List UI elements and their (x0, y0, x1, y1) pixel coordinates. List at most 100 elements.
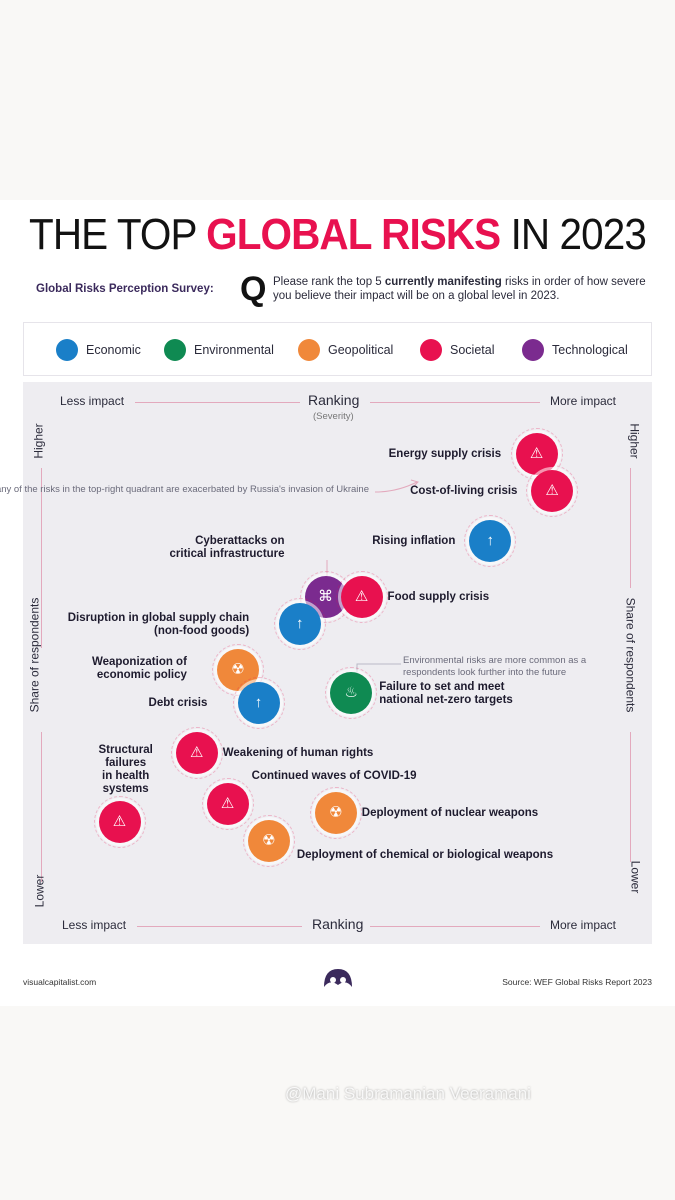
scatter-point: ↑ (464, 515, 517, 568)
risk-icon: ♨ (344, 684, 358, 702)
scatter-point-label: Cost-of-living crisis (410, 485, 517, 498)
scatter-point-label: Failure to set and meet national net-zero… (379, 681, 513, 707)
scatter-point-label-line: Weaponization of (91, 656, 187, 669)
x-axis-line-bottom-left (137, 926, 302, 927)
scatter-point-label-line: Continued waves of COVID-19 (251, 770, 417, 783)
legend-label: Societal (450, 343, 495, 357)
scatter-point-label-line: national net-zero targets (379, 694, 513, 707)
scatter-point-label-line: Failure to set and meet (379, 681, 505, 694)
y-axis-line-right-top (630, 468, 631, 588)
annotation-russia: Many of the risks in the top-right quadr… (0, 484, 369, 495)
scatter-point-label-line: Weakening of human rights (222, 747, 374, 760)
scatter-point: ⚠ (510, 427, 563, 480)
scatter-point-label-line: Food supply crisis (387, 590, 490, 603)
scatter-point-label-line: critical infrastructure (169, 547, 285, 560)
y-axis-low-label-right: Lower (628, 860, 643, 894)
scatter-point: ☢ (242, 814, 295, 867)
scatter-point: ⚠ (201, 778, 254, 831)
chart-panel: Less impact Ranking (Severity) More impa… (0, 382, 652, 1103)
y-axis-low-label-left: Lower (32, 874, 47, 908)
legend-item-economic: Economic (56, 339, 141, 361)
y-axis-line-right-bottom (630, 732, 631, 862)
scatter-point: ↑ (273, 598, 326, 651)
risk-icon: ⚠ (545, 481, 559, 499)
risk-icon: ☢ (262, 831, 276, 849)
legend-dot-environmental (164, 339, 186, 361)
scatter-point: ⚠ (170, 727, 223, 780)
scatter-point-label: Energy supply crisis (389, 448, 502, 461)
legend-item-geopolitical: Geopolitical (298, 339, 393, 361)
scatter-point-label-line: systems (102, 783, 149, 796)
scatter-point-label-line: Energy supply crisis (388, 447, 502, 460)
legend-label: Technological (552, 343, 628, 357)
scatter-point-label-line: Cost-of-living crisis (410, 484, 518, 497)
question-mark: Q (240, 270, 267, 308)
legend-item-technological: Technological (522, 339, 628, 361)
risk-icon: ⚠ (112, 813, 127, 831)
scatter-point-label-line: Debt crisis (148, 696, 208, 709)
legend-dot-societal (420, 339, 442, 361)
page-title: THE TOP GLOBAL RISKS IN 2023 (29, 210, 647, 259)
risk-icon: ☢ (329, 804, 343, 822)
scatter-point: ↑ (232, 676, 285, 729)
y-axis-line-left-bottom (41, 732, 42, 882)
y-axis-title-right: Share of respondents (623, 597, 638, 713)
scatter-point-label-line: (non-food goods) (154, 625, 250, 638)
x-axis-line-bottom-right (370, 926, 540, 927)
x-axis-left-label-bottom: Less impact (62, 918, 127, 932)
infographic-card: THE TOP GLOBAL RISKS IN 2023 Global Risk… (0, 200, 675, 1103)
scatter-point-label: Structural failures in health systems (99, 744, 153, 796)
legend-dot-geopolitical (298, 339, 320, 361)
legend-item-environmental: Environmental (164, 339, 274, 361)
scatter-point: ⚠ (526, 464, 579, 517)
x-axis-title-top: Ranking (308, 392, 360, 408)
source-credit: Source: WEF Global Risks Report 2023 (502, 977, 652, 987)
scatter-point-label: Disruption in global supply chain (non-fo… (68, 612, 249, 638)
scatter-point-label: Continued waves of COVID-19 (252, 770, 417, 783)
risk-icon: ⚠ (354, 587, 369, 605)
y-axis-high-label-right: Higher (627, 423, 642, 459)
scatter-point-label-line: economic policy (96, 669, 187, 682)
scatter-point-label-line: Structural (98, 744, 153, 757)
scatter-point-label: Debt crisis (149, 697, 208, 710)
site-credit: visualcapitalist.com (23, 977, 97, 987)
scatter-point-label: Deployment of chemical or biological wea… (297, 849, 553, 862)
y-axis-line-left-top (41, 468, 42, 648)
scatter-point: ⚠ (93, 796, 146, 849)
scatter-point-label: Food supply crisis (388, 591, 490, 604)
legend-label: Economic (86, 343, 141, 357)
x-axis-title-bottom: Ranking (312, 916, 364, 932)
scatter-point: ♨ (325, 667, 378, 720)
scatter-point-label-line: in health (102, 770, 150, 783)
annotation-arrow-russia (374, 479, 419, 493)
legend-label: Geopolitical (328, 343, 394, 357)
scatter-point-label: Weaponization of economic policy (92, 656, 187, 682)
x-axis-subtitle: (Severity) (313, 411, 354, 422)
legend-label: Environmental (194, 343, 274, 357)
legend: Economic Environmental Geopolitical Soci… (23, 322, 652, 376)
y-axis-title-left: Share of respondents (27, 597, 42, 713)
survey-label: Global Risks Perception Survey: (36, 283, 214, 295)
scatter-point-label: Cyberattacks on critical infrastructure (170, 535, 285, 561)
scatter-point-label-line: Deployment of chemical or biological wea… (296, 848, 554, 861)
scatter-point-label: Weakening of human rights (223, 747, 374, 760)
x-axis-left-label-top: Less impact (60, 394, 125, 408)
risk-icon: ⚠ (220, 795, 235, 813)
risk-icon: ↑ (296, 615, 304, 633)
y-axis-high-label-left: Higher (31, 423, 46, 459)
scatter-point-label-line: failures (105, 757, 147, 770)
x-axis-right-label-bottom: More impact (550, 918, 617, 932)
scatter-point: ☢ (309, 787, 362, 840)
risk-icon: ↑ (486, 532, 495, 550)
x-axis-right-label-top: More impact (550, 394, 617, 408)
risk-icon: ⚠ (190, 744, 204, 762)
scatter-point: ⚠ (335, 570, 388, 623)
x-axis-line-top-left (135, 402, 300, 403)
legend-dot-technological (522, 339, 544, 361)
legend-dot-economic (56, 339, 78, 361)
annotation-environmental: Environmental risks are more common as a… (403, 655, 587, 678)
scatter-point-label-line: Disruption in global supply chain (67, 612, 250, 625)
x-axis-line-top-right (370, 402, 540, 403)
scatter-point-label-line: Deployment of nuclear weapons (361, 807, 539, 820)
risk-icon: ↑ (254, 693, 263, 711)
